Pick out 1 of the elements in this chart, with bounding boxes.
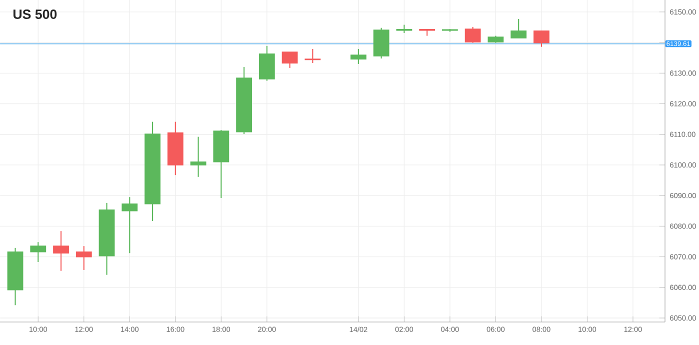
text: US 500 — [13, 10, 57, 19]
